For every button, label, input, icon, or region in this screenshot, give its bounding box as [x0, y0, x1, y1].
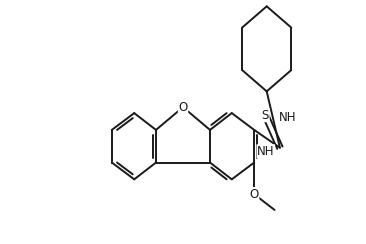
Text: O: O — [250, 188, 259, 201]
Text: NH: NH — [279, 111, 297, 124]
Text: S: S — [262, 109, 269, 122]
Text: NH: NH — [257, 145, 274, 158]
Text: O: O — [178, 101, 188, 114]
